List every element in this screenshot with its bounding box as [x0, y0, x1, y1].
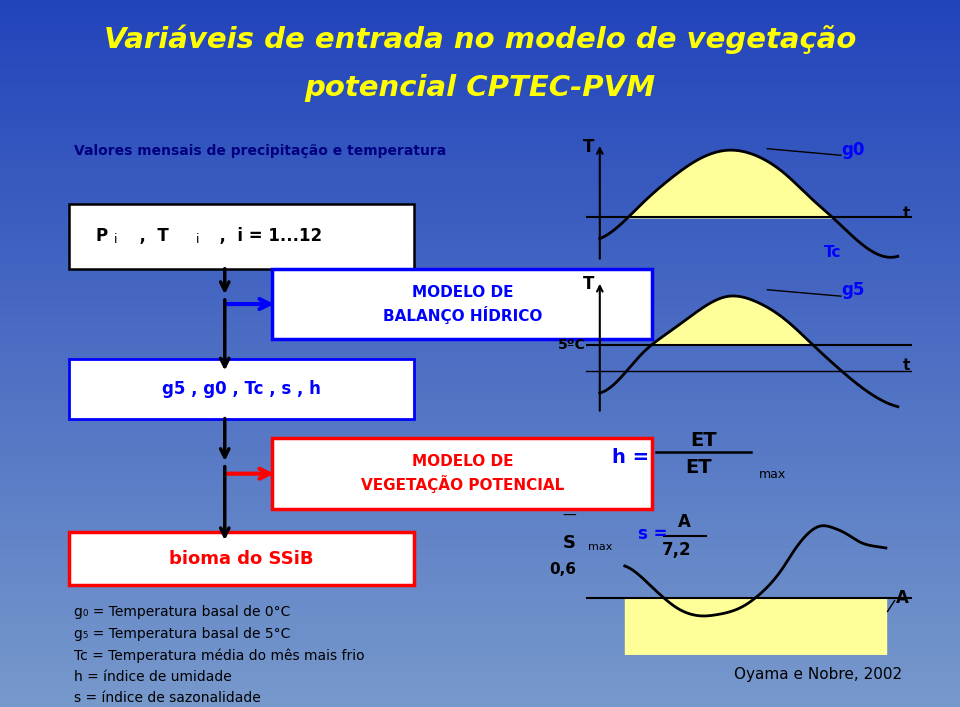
Text: ,  i = 1...12: , i = 1...12	[208, 227, 323, 245]
Text: Valores mensais de precipitação e temperatura: Valores mensais de precipitação e temper…	[74, 144, 446, 158]
Text: A: A	[679, 513, 691, 531]
Text: Tc: Tc	[824, 245, 841, 260]
Text: t: t	[902, 206, 910, 221]
FancyBboxPatch shape	[273, 438, 652, 509]
Text: potencial CPTEC-PVM: potencial CPTEC-PVM	[304, 74, 656, 103]
FancyBboxPatch shape	[69, 532, 414, 585]
Text: MODELO DE
BALANÇO HÍDRICO: MODELO DE BALANÇO HÍDRICO	[383, 284, 542, 324]
Text: max: max	[758, 468, 785, 481]
Text: i: i	[196, 233, 199, 246]
Text: i: i	[113, 233, 117, 246]
Text: Oyama e Nobre, 2002: Oyama e Nobre, 2002	[734, 667, 902, 682]
FancyBboxPatch shape	[69, 204, 414, 269]
Text: g0: g0	[841, 141, 864, 159]
Text: t: t	[902, 358, 910, 373]
Text: —: —	[563, 509, 576, 523]
Text: g₅ = Temperatura basal de 5°C: g₅ = Temperatura basal de 5°C	[74, 626, 290, 641]
Text: bioma do SSiB: bioma do SSiB	[169, 549, 314, 568]
Text: s = índice de sazonalidade: s = índice de sazonalidade	[74, 691, 260, 705]
Text: S: S	[563, 488, 576, 506]
Text: S: S	[563, 534, 576, 551]
Text: 5ºC: 5ºC	[558, 338, 586, 351]
Text: h =: h =	[612, 448, 650, 467]
Text: g₀ = Temperatura basal de 0°C: g₀ = Temperatura basal de 0°C	[74, 605, 290, 619]
Text: ET: ET	[685, 458, 712, 477]
Text: T: T	[583, 138, 594, 156]
FancyBboxPatch shape	[69, 359, 414, 419]
Text: ,  T: , T	[129, 227, 169, 245]
Text: Tc = Temperatura média do mês mais frio: Tc = Temperatura média do mês mais frio	[74, 648, 365, 662]
Text: 7,2: 7,2	[662, 541, 692, 559]
Text: T: T	[583, 275, 594, 293]
Text: h = índice de umidade: h = índice de umidade	[74, 670, 231, 684]
Text: g5 , g0 , Tc , s , h: g5 , g0 , Tc , s , h	[162, 380, 321, 398]
Text: MODELO DE
VEGETAÇÃO POTENCIAL: MODELO DE VEGETAÇÃO POTENCIAL	[361, 454, 564, 493]
FancyBboxPatch shape	[273, 269, 652, 339]
Text: 0,6: 0,6	[549, 561, 576, 577]
Text: Variáveis de entrada no modelo de vegetação: Variáveis de entrada no modelo de vegeta…	[104, 25, 856, 54]
Text: max: max	[588, 542, 612, 552]
Text: A: A	[897, 589, 909, 607]
Text: s =: s =	[637, 525, 667, 543]
Text: P: P	[96, 227, 108, 245]
Text: ET: ET	[690, 431, 717, 450]
Text: g5: g5	[841, 281, 864, 298]
